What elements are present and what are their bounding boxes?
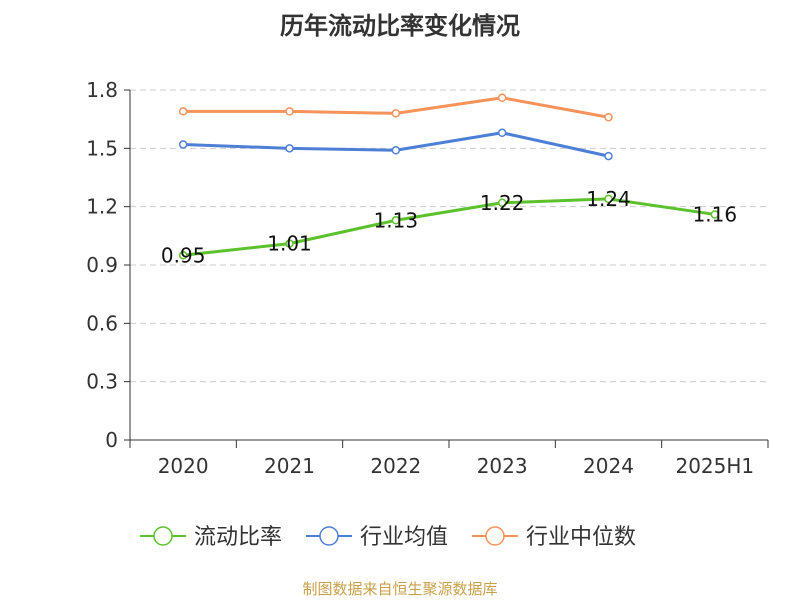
data-label: 1.13 [374, 208, 419, 232]
legend-marker [153, 526, 173, 546]
y-tick-label: 0.9 [86, 253, 118, 277]
y-tick-label: 1.5 [86, 136, 118, 160]
data-point [178, 107, 188, 116]
x-tick-label: 2021 [264, 454, 315, 478]
data-label: 1.16 [693, 202, 738, 226]
data-point [285, 239, 294, 248]
data-point [497, 128, 507, 138]
source-note: 制图数据来自恒生聚源数据库 [302, 580, 498, 598]
data-label: 1.01 [267, 232, 312, 256]
x-tick-label: 2023 [477, 454, 528, 478]
y-tick-label: 0.3 [86, 370, 118, 394]
data-point [285, 107, 294, 116]
y-tick-label: 0.6 [86, 311, 118, 335]
data-point [391, 109, 401, 118]
legend-marker [319, 526, 339, 546]
data-point [391, 216, 401, 225]
legend-marker [485, 526, 505, 546]
data-label: 1.24 [586, 187, 631, 211]
legend-label: 流动比率 [194, 525, 282, 550]
data-label: 0.95 [161, 243, 206, 267]
chart-title: 历年流动比率变化情况 [280, 12, 520, 40]
legend-label: 行业均值 [360, 525, 448, 550]
data-point [178, 251, 188, 260]
x-tick-label: 2024 [583, 454, 634, 478]
data-point [710, 210, 720, 219]
data-label: 1.22 [480, 191, 525, 215]
x-tick-label: 2025H1 [675, 454, 754, 478]
data-point [497, 93, 507, 103]
x-tick-label: 2020 [158, 454, 209, 478]
series-line-0 [183, 197, 716, 257]
x-tick-label: 2022 [370, 454, 421, 478]
y-tick-label: 0 [105, 428, 118, 452]
data-point [391, 146, 401, 155]
data-point [604, 194, 613, 204]
data-point [497, 198, 507, 208]
y-tick-label: 1.2 [86, 195, 118, 219]
y-tick-label: 1.8 [86, 78, 118, 102]
data-point [604, 112, 613, 122]
legend-label: 行业中位数 [526, 525, 636, 550]
data-point [178, 140, 188, 149]
data-point [285, 144, 294, 153]
data-point [604, 151, 613, 161]
